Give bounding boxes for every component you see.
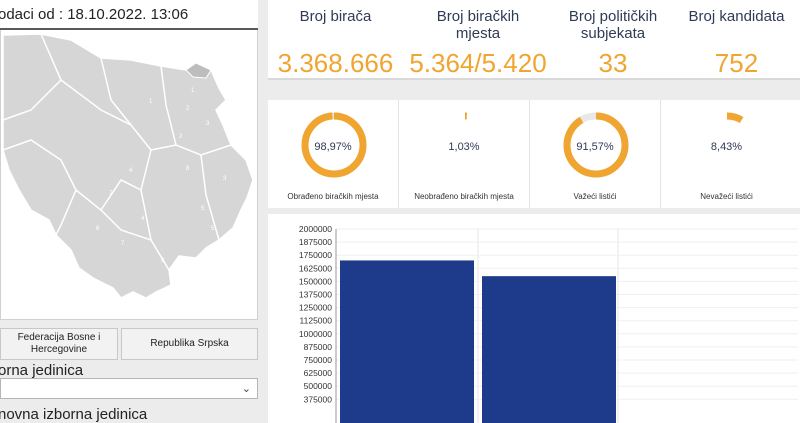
y-tick-label: 2000000 xyxy=(299,224,332,234)
y-tick-label: 1125000 xyxy=(300,316,333,326)
map-region-number: 3 xyxy=(206,121,210,127)
left-panel: odaci od : 18.10.2022. 13:06 1 2 3 4 5 6 7 8 1 2 3… xyxy=(0,0,262,423)
stat-political-subjects-label: Broj političkih subjekata xyxy=(568,8,658,42)
stats-strip: Broj birača 3.368.666 Broj biračkih mjes… xyxy=(268,0,800,80)
map-region-border xyxy=(2,139,170,271)
y-tick-label: 1750000 xyxy=(299,250,332,260)
map-region-number: 4 xyxy=(141,216,145,222)
map-region-number: 2 xyxy=(186,106,190,112)
izborna-jedinica-select[interactable]: ⌄ xyxy=(0,378,258,399)
map-region-border xyxy=(2,79,62,121)
map-region-number: 6 xyxy=(96,226,100,232)
y-tick-label: 500000 xyxy=(304,381,333,391)
donut-icon xyxy=(563,112,629,178)
stat-candidates-label: Broj kandidata xyxy=(688,8,785,25)
y-tick-label: 1000000 xyxy=(299,329,332,339)
y-tick-label: 625000 xyxy=(304,368,333,378)
map-region-number: 8 xyxy=(186,166,190,172)
chart-bar xyxy=(340,260,474,423)
map-region-number: 4 xyxy=(129,168,133,174)
gauge-arc xyxy=(694,112,760,178)
map-region-number: 1 xyxy=(191,88,195,94)
map-region-border xyxy=(160,65,177,146)
gauge-processed: 98,97% Obrađeno biračkih mjesta xyxy=(268,100,399,208)
y-tick-label: 1625000 xyxy=(299,263,332,273)
federacija-label-line2: Hercegovine xyxy=(30,344,88,355)
stat-polling-stations: Broj biračkih mjesta 5.364/5.420 xyxy=(403,0,553,79)
map-region-border xyxy=(100,57,132,126)
gauges-row: 98,97% Obrađeno biračkih mjesta 1,03% Ne… xyxy=(268,100,800,208)
gauge-arc xyxy=(301,112,367,178)
map-region-number: 6 xyxy=(71,261,75,267)
gauge-arc xyxy=(563,112,629,178)
map-region-border xyxy=(200,154,220,241)
federacija-label-line1: Federacija Bosne i xyxy=(17,332,101,343)
results-chart: 2000000 1875000 1750000 1625000 1500000 13750… xyxy=(268,214,800,423)
stat-voters: Broj birača 3.368.666 xyxy=(268,0,403,79)
y-tick-label: 875000 xyxy=(304,342,333,352)
stat-candidates-value: 752 xyxy=(714,48,759,78)
donut-icon xyxy=(694,112,760,178)
map-region-number: 7 xyxy=(121,241,125,247)
chevron-down-icon: ⌄ xyxy=(241,383,251,395)
y-tick-label: 1500000 xyxy=(299,276,332,286)
gauge-unprocessed: 1,03% Neobrađeno biračkih mjesta xyxy=(399,100,530,208)
map-highlight-region xyxy=(185,62,212,79)
republika-srpska-button[interactable]: Republika Srpska xyxy=(121,328,258,360)
stat-voters-label: Broj birača xyxy=(299,8,372,25)
gauge-label: Neobrađeno biračkih mjesta xyxy=(414,192,514,201)
bar-chart: 2000000 1875000 1750000 1625000 1500000 13750… xyxy=(299,224,798,423)
stat-polling-stations-label: Broj biračkih mjesta xyxy=(436,8,520,42)
federacija-button[interactable]: Federacija Bosne i Hercegovine xyxy=(0,328,118,360)
map-region-border xyxy=(100,179,142,211)
gauge-arc xyxy=(432,112,498,178)
osnovna-izborna-jedinica-label: novna izborna jedinica xyxy=(0,406,148,423)
gauge-valid-ballots: 91,57% Važeći listići xyxy=(530,100,661,208)
y-tick-label: 750000 xyxy=(304,355,333,365)
republika-srpska-label: Republika Srpska xyxy=(150,338,229,349)
date-header: odaci od : 18.10.2022. 13:06 xyxy=(0,0,258,30)
map-region-number: 7 xyxy=(109,191,113,197)
donut-icon xyxy=(432,112,498,178)
gauge-percent: 98,97% xyxy=(314,141,352,153)
stat-polling-stations-value: 5.364/5.420 xyxy=(409,48,547,78)
gauge-percent: 8,43% xyxy=(710,141,743,153)
y-tick-label: 1375000 xyxy=(299,290,332,300)
stat-voters-value: 3.368.666 xyxy=(277,48,394,78)
map-region-number: 5 xyxy=(211,226,215,232)
stat-candidates: Broj kandidata 752 xyxy=(673,0,800,79)
gauge-label: Obrađeno biračkih mjesta xyxy=(287,192,379,201)
gauge-label: Važeći listići xyxy=(573,192,617,201)
map-region-number: 5 xyxy=(201,206,205,212)
map-region-number: 8 xyxy=(161,258,165,264)
gauge-invalid-ballots: 8,43% Nevažeći listići xyxy=(661,100,792,208)
chart-bar xyxy=(482,276,616,423)
map-region-border xyxy=(40,33,232,156)
map-region-number: 1 xyxy=(149,99,153,105)
gauge-percent: 91,57% xyxy=(576,141,614,153)
y-tick-label: 1875000 xyxy=(299,237,332,247)
izborna-jedinica-label: orna jedinica xyxy=(0,362,84,379)
bih-map[interactable]: 1 2 3 4 5 6 7 8 1 2 3 4 5 6 7 8 xyxy=(1,30,259,320)
map-region-number: 2 xyxy=(179,134,183,140)
gauge-label: Nevažeći listići xyxy=(700,192,753,201)
donut-icon xyxy=(301,112,367,178)
y-tick-label: 375000 xyxy=(304,394,333,404)
y-tick-label: 1250000 xyxy=(299,303,332,313)
stat-political-subjects: Broj političkih subjekata 33 xyxy=(553,0,673,79)
gauge-percent: 1,03% xyxy=(448,141,480,153)
map-region-number: 3 xyxy=(223,176,227,182)
stat-political-subjects-value: 33 xyxy=(598,48,628,78)
map-outline xyxy=(2,33,254,299)
map-region-border xyxy=(55,189,77,236)
date-label: odaci od : 18.10.2022. 13:06 xyxy=(0,6,189,23)
